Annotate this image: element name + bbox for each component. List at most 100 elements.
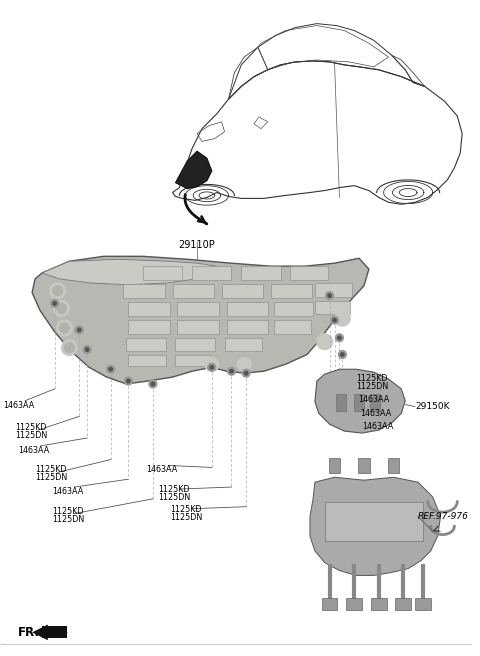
Bar <box>322 598 337 610</box>
Text: 1125KD: 1125KD <box>170 504 202 514</box>
Text: 29150K: 29150K <box>415 402 450 411</box>
Circle shape <box>149 380 157 388</box>
Bar <box>354 394 364 411</box>
Text: FR.: FR. <box>18 626 40 639</box>
Polygon shape <box>176 152 212 188</box>
Circle shape <box>338 350 346 358</box>
Bar <box>178 320 219 334</box>
Bar <box>176 354 211 366</box>
Circle shape <box>326 292 334 300</box>
Text: 1463AA: 1463AA <box>146 466 177 474</box>
Bar <box>315 283 352 297</box>
Circle shape <box>85 348 89 352</box>
Text: 1125KD: 1125KD <box>52 506 83 516</box>
Polygon shape <box>315 369 405 433</box>
Bar <box>271 284 312 298</box>
Circle shape <box>124 377 132 385</box>
Text: 1125DN: 1125DN <box>170 512 203 522</box>
Circle shape <box>54 300 70 316</box>
Bar <box>371 598 386 610</box>
Bar <box>415 598 431 610</box>
Bar <box>370 394 380 411</box>
Circle shape <box>317 334 333 350</box>
Bar <box>274 302 313 316</box>
Text: 1463AA: 1463AA <box>18 446 49 455</box>
Circle shape <box>57 304 66 314</box>
Circle shape <box>205 358 219 371</box>
Circle shape <box>331 316 338 324</box>
Bar <box>227 320 268 334</box>
Polygon shape <box>310 478 441 575</box>
Text: 1463AA: 1463AA <box>52 487 83 496</box>
Circle shape <box>107 365 115 373</box>
Bar <box>128 354 166 366</box>
Bar <box>358 458 370 474</box>
Bar <box>143 266 182 280</box>
Circle shape <box>50 283 65 298</box>
Text: 1463AA: 1463AA <box>362 422 393 431</box>
Circle shape <box>336 334 343 342</box>
Bar <box>290 266 328 280</box>
Text: 1463AA: 1463AA <box>358 395 389 403</box>
Circle shape <box>151 382 155 386</box>
Bar <box>128 302 169 316</box>
Bar <box>315 300 350 314</box>
Circle shape <box>60 323 70 333</box>
Text: 1125KD: 1125KD <box>356 374 388 383</box>
Circle shape <box>242 369 250 377</box>
Circle shape <box>210 365 214 369</box>
Text: 1463AA: 1463AA <box>360 409 391 419</box>
Text: 1463AA: 1463AA <box>3 401 34 409</box>
Bar <box>227 302 268 316</box>
Circle shape <box>64 342 74 352</box>
Circle shape <box>237 358 251 371</box>
Bar <box>324 502 423 541</box>
Bar <box>274 320 311 334</box>
Bar <box>225 338 262 350</box>
Circle shape <box>228 367 235 375</box>
Circle shape <box>83 346 91 354</box>
Text: 1125DN: 1125DN <box>158 493 190 502</box>
Text: REF.97-976: REF.97-976 <box>418 512 469 521</box>
Circle shape <box>53 286 62 296</box>
Bar <box>346 598 362 610</box>
Circle shape <box>229 369 233 373</box>
Text: 1125KD: 1125KD <box>158 485 189 494</box>
Circle shape <box>109 367 112 371</box>
Text: 1125KD: 1125KD <box>15 423 47 432</box>
Circle shape <box>53 302 57 305</box>
Text: 1125KD: 1125KD <box>35 466 67 474</box>
Bar <box>396 598 411 610</box>
Polygon shape <box>42 626 68 638</box>
Circle shape <box>341 353 344 356</box>
Bar <box>176 338 215 350</box>
Text: 1125DN: 1125DN <box>52 514 84 523</box>
Circle shape <box>61 340 77 356</box>
Bar <box>241 266 280 280</box>
Bar <box>329 458 340 474</box>
Circle shape <box>335 310 350 326</box>
Circle shape <box>75 326 83 334</box>
Circle shape <box>337 336 341 340</box>
Text: 1125DN: 1125DN <box>35 474 67 482</box>
Bar <box>222 284 263 298</box>
Circle shape <box>77 328 81 332</box>
Bar <box>192 266 231 280</box>
Circle shape <box>127 379 130 383</box>
Bar <box>336 394 346 411</box>
Polygon shape <box>42 259 216 285</box>
Circle shape <box>244 371 248 375</box>
Circle shape <box>51 300 59 308</box>
Text: 1125DN: 1125DN <box>15 431 48 440</box>
Bar <box>128 320 169 334</box>
Circle shape <box>328 294 331 297</box>
Polygon shape <box>32 625 48 640</box>
Text: 1125DN: 1125DN <box>356 382 388 391</box>
Bar <box>172 284 214 298</box>
Polygon shape <box>32 256 369 384</box>
Bar <box>387 458 399 474</box>
Circle shape <box>333 318 336 322</box>
Circle shape <box>208 363 216 371</box>
Text: 29110P: 29110P <box>179 239 216 250</box>
Circle shape <box>57 320 72 336</box>
